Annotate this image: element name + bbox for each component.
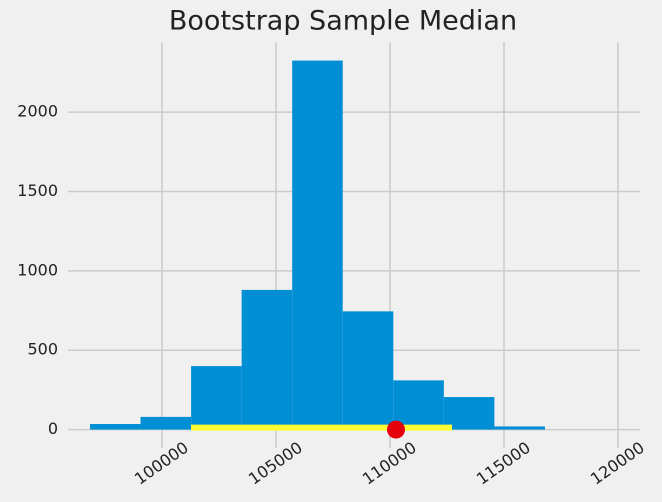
y-tick-label: 0 — [48, 419, 58, 438]
bar — [292, 60, 343, 430]
bar — [90, 424, 141, 430]
bar — [494, 426, 545, 430]
y-tick-label: 1500 — [17, 181, 58, 200]
bar — [140, 416, 192, 430]
chart-title: Bootstrap Sample Median — [169, 6, 517, 37]
point — [386, 420, 405, 439]
y-tick-label: 500 — [27, 340, 58, 359]
y-tick-label: 2000 — [17, 102, 58, 121]
bar — [241, 289, 293, 430]
bar — [191, 366, 242, 430]
y-tick-label: 1000 — [17, 260, 58, 279]
bar — [443, 397, 495, 430]
bar — [393, 380, 444, 430]
bar — [342, 311, 394, 430]
